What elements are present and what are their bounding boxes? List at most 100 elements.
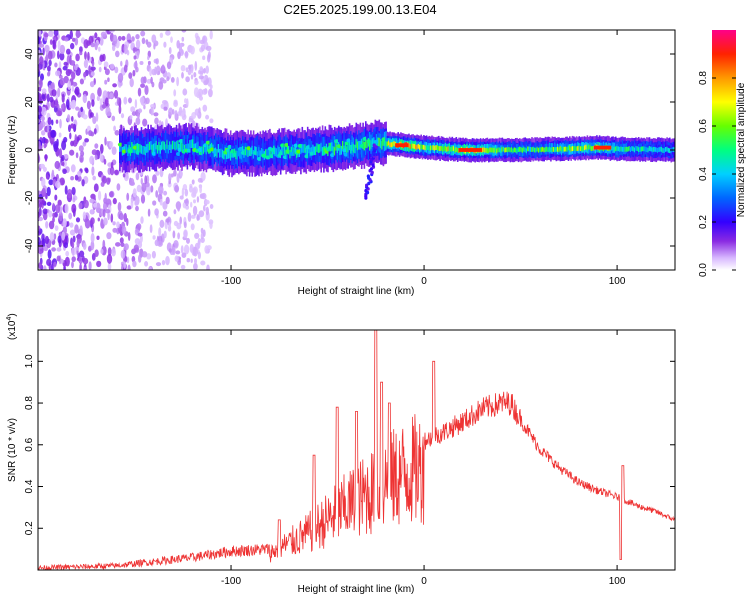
- noise-blob: [54, 225, 59, 232]
- noise-blob: [93, 128, 97, 135]
- noise-blob: [137, 241, 143, 249]
- ridge-cell: [166, 140, 168, 149]
- tail-blob: [370, 170, 374, 175]
- ridge-cell: [350, 144, 352, 154]
- ridge-cell: [637, 147, 640, 152]
- noise-blob: [71, 247, 77, 256]
- ridge-cell: [131, 142, 133, 151]
- ridge-cell: [270, 147, 272, 156]
- noise-blob: [89, 198, 95, 204]
- noise-blob: [176, 76, 180, 87]
- noise-blob: [133, 55, 137, 60]
- noise-blob: [144, 261, 149, 267]
- noise-blob: [193, 199, 196, 204]
- noise-blob: [135, 39, 141, 50]
- ridge-cell: [292, 144, 294, 154]
- noise-blob: [53, 141, 59, 150]
- noise-blob: [147, 55, 150, 61]
- noise-blob: [74, 89, 79, 95]
- noise-blob: [205, 199, 210, 205]
- noise-blob: [64, 256, 70, 267]
- ridge-cell: [488, 148, 490, 154]
- noise-blob: [108, 191, 114, 198]
- noise-blob: [101, 104, 107, 109]
- ridge-cell: [655, 147, 658, 153]
- noise-blob: [209, 204, 214, 209]
- noise-blob: [209, 30, 213, 40]
- noise-blob: [49, 96, 54, 103]
- noise-blob: [69, 101, 73, 109]
- noise-blob: [100, 218, 104, 226]
- noise-blob: [177, 51, 181, 60]
- noise-blob: [196, 214, 200, 221]
- noise-blob: [197, 240, 201, 249]
- ridge-cell: [302, 144, 305, 153]
- ridge-cell: [573, 146, 575, 151]
- noise-blob: [49, 39, 53, 45]
- ridge-cell: [156, 145, 159, 154]
- noise-blob: [66, 221, 70, 227]
- noise-blob: [51, 169, 55, 178]
- noise-blob: [181, 252, 187, 258]
- noise-blob: [71, 256, 76, 262]
- noise-blob: [71, 186, 76, 196]
- noise-blob: [100, 143, 104, 154]
- noise-blob: [55, 180, 61, 189]
- noise-blob: [155, 190, 159, 198]
- ridge-cell: [537, 147, 540, 153]
- noise-blob: [191, 120, 196, 126]
- noise-blob: [62, 65, 68, 71]
- ridge-cell: [170, 144, 172, 153]
- noise-blob: [52, 39, 56, 50]
- ridge-cell: [336, 144, 339, 153]
- ridge-cell: [444, 145, 447, 151]
- noise-blob: [56, 110, 62, 117]
- noise-blob: [61, 231, 65, 241]
- noise-blob: [159, 219, 165, 228]
- snr-y-tick-label: 0.6: [24, 437, 35, 451]
- noise-blob: [190, 64, 194, 74]
- ridge-cell: [393, 140, 395, 146]
- noise-blob: [163, 106, 168, 111]
- ridge-cell: [388, 140, 390, 146]
- ridge-blob: [151, 151, 157, 156]
- noise-blob: [39, 56, 44, 65]
- ridge-cell: [582, 146, 585, 152]
- noise-blob: [38, 225, 41, 231]
- ridge-cell: [306, 147, 309, 156]
- noise-blob: [54, 194, 58, 201]
- noise-blob: [47, 249, 52, 260]
- noise-blob: [88, 65, 91, 75]
- ridge-cell: [565, 146, 567, 152]
- noise-blob: [135, 172, 140, 181]
- noise-blob: [140, 83, 146, 88]
- noise-blob: [198, 210, 205, 218]
- ridge-cell: [423, 144, 425, 150]
- ridge-cell: [550, 147, 552, 153]
- ridge-blob: [232, 152, 238, 157]
- ridge-cell: [119, 143, 121, 152]
- ridge-cell: [490, 147, 493, 153]
- spectrogram-y-tick-label: 20: [24, 96, 35, 108]
- ridge-cell: [408, 142, 410, 148]
- ridge-cell: [512, 148, 514, 154]
- ridge-cell: [524, 147, 526, 153]
- ridge-cell: [438, 146, 440, 151]
- ridge-blob: [238, 146, 244, 151]
- ridge-cell: [294, 144, 297, 153]
- noise-blob: [124, 243, 129, 251]
- ridge-cell: [654, 146, 656, 152]
- ridge-cell: [435, 145, 437, 150]
- noise-blob: [175, 250, 181, 255]
- ridge-cell: [312, 144, 314, 154]
- noise-blob: [205, 65, 209, 74]
- ridge-cell: [217, 144, 220, 153]
- noise-blob: [150, 185, 154, 193]
- noise-blob: [107, 77, 110, 82]
- noise-blob: [102, 175, 107, 184]
- spectrogram-y-tick-label: -20: [24, 190, 35, 205]
- noise-blob: [209, 84, 213, 90]
- noise-blob: [102, 208, 106, 218]
- noise-blob: [38, 66, 41, 73]
- spectrogram-y-label: Frequency (Hz): [7, 116, 18, 185]
